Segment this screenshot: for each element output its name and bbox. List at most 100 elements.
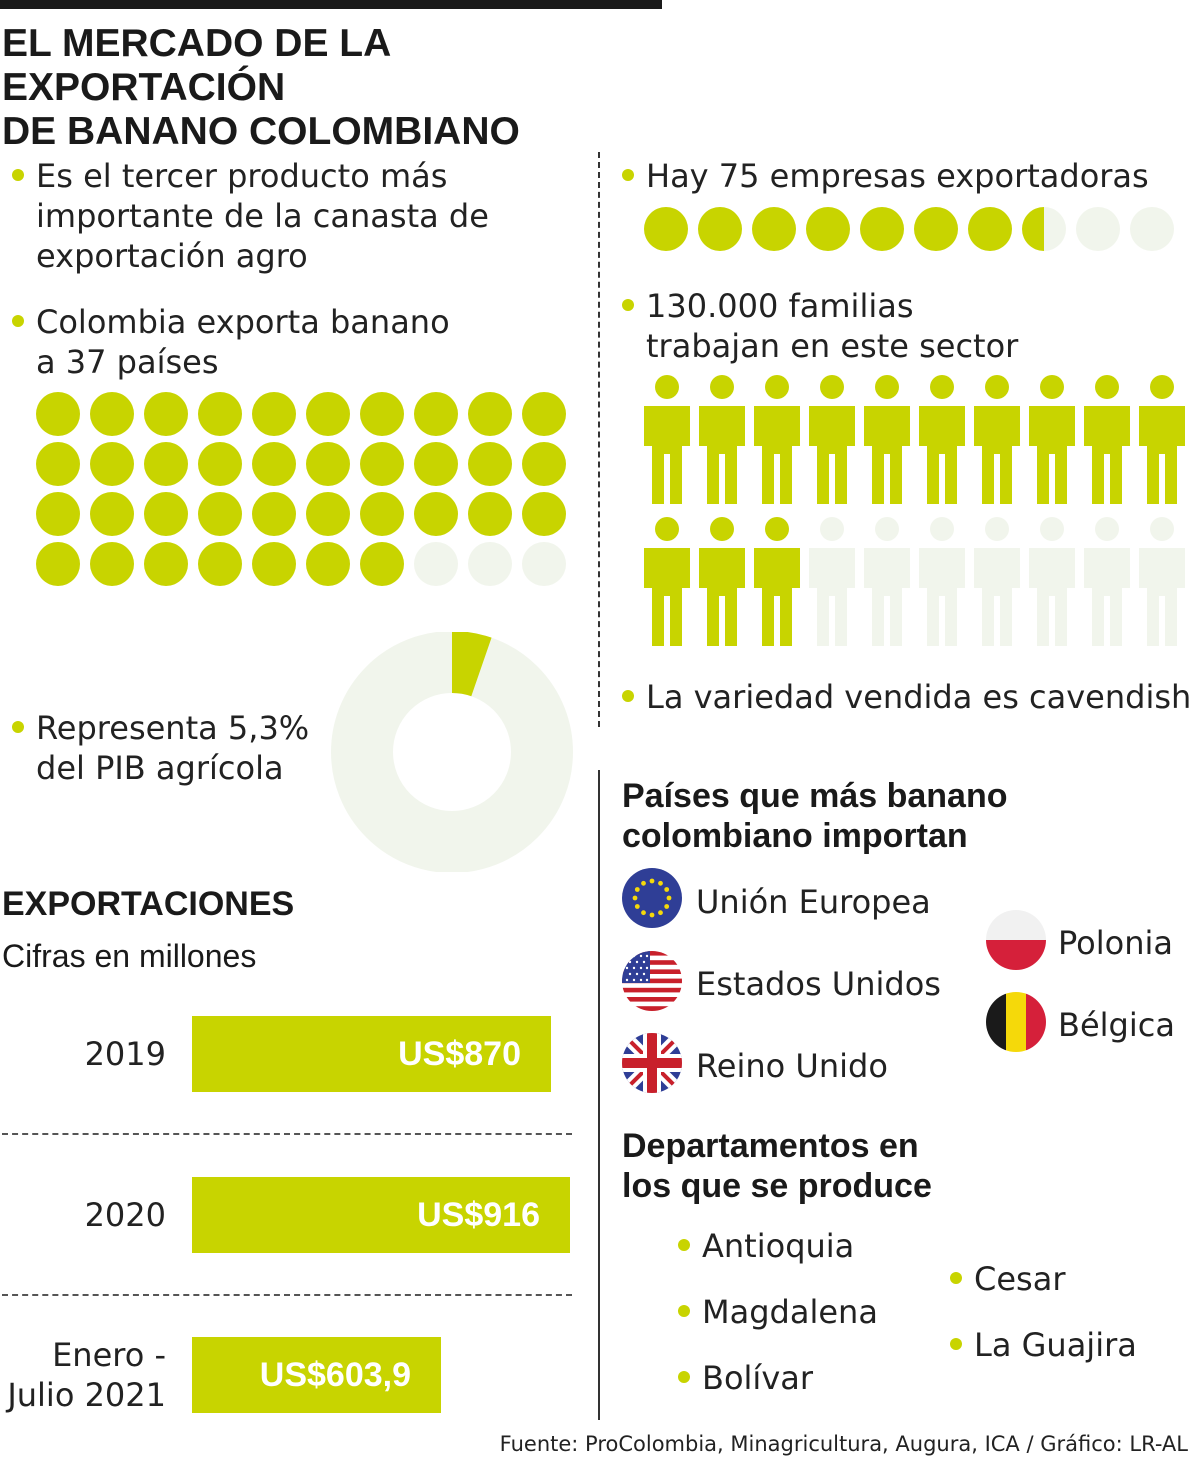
country-dot bbox=[36, 492, 80, 536]
country-dot bbox=[252, 542, 296, 586]
country-dot bbox=[360, 392, 404, 436]
person-icon bbox=[754, 517, 800, 646]
country-dot bbox=[522, 492, 566, 536]
bullet-icon bbox=[950, 1338, 962, 1350]
country-dot bbox=[414, 492, 458, 536]
source-note: Fuente: ProColombia, Minagricultura, Aug… bbox=[499, 1432, 1188, 1456]
person-icon bbox=[644, 517, 690, 646]
column-divider bbox=[598, 152, 600, 727]
country-dot bbox=[306, 392, 350, 436]
exports-heading: EXPORTACIONES bbox=[2, 885, 295, 923]
bullet-icon bbox=[12, 169, 24, 181]
person-icon bbox=[919, 375, 965, 504]
year-label: Enero - Julio 2021 bbox=[7, 1336, 166, 1414]
department-item: Bolívar bbox=[678, 1358, 813, 1398]
poland-flag-icon bbox=[986, 910, 1046, 970]
title-line-1: EL MERCADO DE LA EXPORTACIÓN bbox=[2, 22, 390, 109]
country-dot bbox=[198, 442, 242, 486]
bullet-icon bbox=[12, 315, 24, 327]
top-rule bbox=[0, 0, 662, 9]
eu-flag-icon bbox=[622, 868, 682, 928]
country-dot bbox=[306, 492, 350, 536]
bullet-icon bbox=[622, 299, 634, 311]
country-dot bbox=[144, 492, 188, 536]
country-dot bbox=[144, 542, 188, 586]
importers-heading: Países que más banano colombiano importa… bbox=[622, 777, 1008, 855]
company-dot bbox=[860, 207, 904, 251]
country-dot bbox=[414, 392, 458, 436]
fact-variety: La variedad vendida es cavendish bbox=[622, 677, 1192, 717]
country-dot bbox=[360, 492, 404, 536]
person-icon bbox=[864, 375, 910, 504]
person-icon bbox=[1139, 375, 1185, 504]
country-dot bbox=[90, 392, 134, 436]
person-icon bbox=[754, 375, 800, 504]
year-label: 2020 bbox=[84, 1196, 166, 1234]
year-label: 2019 bbox=[84, 1035, 166, 1073]
bullet-icon bbox=[950, 1272, 962, 1284]
companies-icon-row bbox=[644, 207, 1184, 251]
country-dot bbox=[360, 442, 404, 486]
importer-name: Unión Europea bbox=[696, 883, 931, 921]
department-item: Cesar bbox=[950, 1259, 1065, 1299]
person-icon bbox=[1029, 517, 1075, 646]
export-bar: US$603,9 bbox=[192, 1337, 441, 1413]
country-dot bbox=[252, 492, 296, 536]
person-icon bbox=[699, 375, 745, 504]
fact-pib: Representa 5,3% del PIB agrícola bbox=[12, 708, 332, 788]
company-dot bbox=[806, 207, 850, 251]
fact-families: 130.000 familias trabajan en este sector bbox=[622, 286, 1192, 366]
country-dot bbox=[468, 492, 512, 536]
exports-subheading: Cifras en millones bbox=[2, 938, 257, 974]
families-icon-grid bbox=[642, 374, 1192, 646]
company-dot bbox=[1076, 207, 1120, 251]
company-dot bbox=[968, 207, 1012, 251]
pib-donut-chart bbox=[331, 632, 573, 872]
person-icon bbox=[644, 375, 690, 504]
title-line-2: DE BANANO COLOMBIANO bbox=[2, 110, 520, 153]
country-dot bbox=[522, 542, 566, 586]
country-dot bbox=[468, 392, 512, 436]
country-dot bbox=[468, 542, 512, 586]
pib-donut-slice bbox=[452, 632, 492, 697]
departments-heading: Departamentos en los que se produce bbox=[622, 1127, 932, 1205]
country-dot bbox=[144, 442, 188, 486]
department-item: Antioquia bbox=[678, 1226, 854, 1266]
fact-countries: Colombia exporta banano a 37 países bbox=[12, 302, 592, 382]
country-dot bbox=[36, 392, 80, 436]
uk-flag-icon bbox=[622, 1033, 682, 1093]
country-dot bbox=[198, 392, 242, 436]
bullet-icon bbox=[678, 1371, 690, 1383]
company-dot bbox=[1022, 207, 1066, 251]
column-divider bbox=[598, 770, 600, 1420]
department-item: Magdalena bbox=[678, 1292, 878, 1332]
divider bbox=[2, 1133, 572, 1135]
country-dot bbox=[144, 392, 188, 436]
company-dot bbox=[914, 207, 958, 251]
person-icon bbox=[809, 517, 855, 646]
person-icon bbox=[1139, 517, 1185, 646]
country-dot bbox=[414, 542, 458, 586]
company-dot bbox=[698, 207, 742, 251]
person-icon bbox=[699, 517, 745, 646]
fact-third-product: Es el tercer producto más importante de … bbox=[12, 156, 592, 276]
country-dot bbox=[90, 442, 134, 486]
country-dot bbox=[252, 392, 296, 436]
person-icon bbox=[809, 375, 855, 504]
country-dot bbox=[198, 542, 242, 586]
country-dot bbox=[414, 442, 458, 486]
country-dot bbox=[36, 442, 80, 486]
page-title: EL MERCADO DE LA EXPORTACIÓN DE BANANO C… bbox=[2, 22, 682, 154]
export-bar: US$916 bbox=[192, 1177, 570, 1253]
bullet-icon bbox=[622, 690, 634, 702]
company-dot bbox=[1130, 207, 1174, 251]
country-dot bbox=[306, 442, 350, 486]
person-icon bbox=[1084, 517, 1130, 646]
person-icon bbox=[919, 517, 965, 646]
country-dot bbox=[306, 542, 350, 586]
country-dot bbox=[252, 442, 296, 486]
divider bbox=[2, 1294, 572, 1296]
country-dot bbox=[360, 542, 404, 586]
country-dot bbox=[522, 442, 566, 486]
country-dot bbox=[522, 392, 566, 436]
